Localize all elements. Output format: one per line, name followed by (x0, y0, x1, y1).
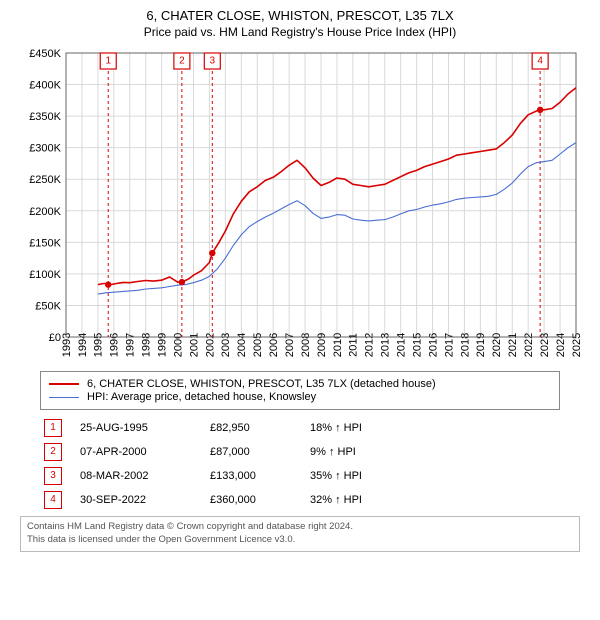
svg-text:2019: 2019 (475, 333, 487, 357)
legend: 6, CHATER CLOSE, WHISTON, PRESCOT, L35 7… (40, 371, 560, 410)
events-table: 1 25-AUG-1995£82,95018% ↑ HPI 2 07-APR-2000… (40, 416, 560, 512)
svg-text:1997: 1997 (125, 333, 137, 357)
svg-text:2000: 2000 (172, 333, 184, 357)
svg-text:3: 3 (210, 56, 216, 67)
svg-text:1994: 1994 (77, 333, 89, 357)
svg-text:2005: 2005 (252, 333, 264, 357)
svg-text:1: 1 (105, 56, 111, 67)
event-number-box: 4 (44, 491, 62, 509)
event-row: 2 07-APR-2000£87,0009% ↑ HPI (40, 440, 560, 464)
svg-text:2001: 2001 (188, 333, 200, 357)
legend-row: 6, CHATER CLOSE, WHISTON, PRESCOT, L35 7… (49, 378, 551, 390)
event-row: 4 30-SEP-2022£360,00032% ↑ HPI (40, 488, 560, 512)
svg-text:£150K: £150K (29, 237, 61, 249)
legend-swatch (49, 397, 79, 398)
event-pct: 32% ↑ HPI (310, 494, 430, 506)
svg-text:2004: 2004 (236, 333, 248, 357)
event-row: 1 25-AUG-1995£82,95018% ↑ HPI (40, 416, 560, 440)
event-date: 25-AUG-1995 (80, 422, 210, 434)
event-row: 3 08-MAR-2002£133,00035% ↑ HPI (40, 464, 560, 488)
title-line-2: Price paid vs. HM Land Registry's House … (10, 25, 590, 39)
svg-text:1999: 1999 (156, 333, 168, 357)
svg-text:2020: 2020 (491, 333, 503, 357)
event-price: £133,000 (210, 470, 310, 482)
svg-text:£400K: £400K (29, 80, 61, 92)
svg-text:2024: 2024 (555, 333, 567, 357)
svg-text:£0: £0 (49, 332, 61, 344)
legend-swatch (49, 383, 79, 385)
svg-text:£200K: £200K (29, 206, 61, 218)
event-date: 08-MAR-2002 (80, 470, 210, 482)
svg-text:1998: 1998 (141, 333, 153, 357)
footer-line-2: This data is licensed under the Open Gov… (27, 534, 573, 547)
svg-text:2025: 2025 (571, 333, 580, 357)
svg-text:2: 2 (179, 56, 185, 67)
svg-text:£50K: £50K (35, 300, 61, 312)
svg-text:£100K: £100K (29, 269, 61, 281)
svg-text:2014: 2014 (396, 333, 408, 357)
svg-text:2017: 2017 (443, 333, 455, 357)
title-line-1: 6, CHATER CLOSE, WHISTON, PRESCOT, L35 7… (10, 8, 590, 23)
event-date: 30-SEP-2022 (80, 494, 210, 506)
event-pct: 9% ↑ HPI (310, 446, 430, 458)
footer-line-1: Contains HM Land Registry data © Crown c… (27, 521, 573, 534)
svg-text:2016: 2016 (427, 333, 439, 357)
svg-text:4: 4 (537, 56, 543, 67)
svg-text:2002: 2002 (204, 333, 216, 357)
svg-text:2003: 2003 (220, 333, 232, 357)
svg-text:2008: 2008 (300, 333, 312, 357)
legend-label: HPI: Average price, detached house, Know… (87, 391, 316, 403)
svg-text:2006: 2006 (268, 333, 280, 357)
svg-text:2021: 2021 (507, 333, 519, 357)
chart-container: 6, CHATER CLOSE, WHISTON, PRESCOT, L35 7… (0, 0, 600, 558)
svg-text:1993: 1993 (61, 333, 73, 357)
svg-text:£350K: £350K (29, 111, 61, 123)
svg-text:£450K: £450K (29, 48, 61, 60)
event-price: £87,000 (210, 446, 310, 458)
event-pct: 18% ↑ HPI (310, 422, 430, 434)
chart-svg: £0 £50K £100K £150K £200K £250K £300K £350K £400… (20, 45, 580, 365)
footer-attribution: Contains HM Land Registry data © Crown c… (20, 516, 580, 552)
chart-area: £0 £50K £100K £150K £200K £250K £300K £350K £400… (20, 45, 580, 365)
event-number-box: 1 (44, 419, 62, 437)
svg-text:2023: 2023 (539, 333, 551, 357)
svg-text:2012: 2012 (364, 333, 376, 357)
svg-text:£300K: £300K (29, 143, 61, 155)
legend-row: HPI: Average price, detached house, Know… (49, 391, 551, 403)
event-pct: 35% ↑ HPI (310, 470, 430, 482)
svg-text:1995: 1995 (93, 333, 105, 357)
svg-text:2009: 2009 (316, 333, 328, 357)
svg-text:2022: 2022 (523, 333, 535, 357)
legend-label: 6, CHATER CLOSE, WHISTON, PRESCOT, L35 7… (87, 378, 436, 390)
event-number-box: 3 (44, 467, 62, 485)
svg-text:2015: 2015 (411, 333, 423, 357)
svg-text:2018: 2018 (459, 333, 471, 357)
event-price: £360,000 (210, 494, 310, 506)
svg-text:2013: 2013 (380, 333, 392, 357)
titles: 6, CHATER CLOSE, WHISTON, PRESCOT, L35 7… (10, 8, 590, 39)
svg-text:2007: 2007 (284, 333, 296, 357)
event-price: £82,950 (210, 422, 310, 434)
svg-text:2010: 2010 (332, 333, 344, 357)
svg-text:1996: 1996 (109, 333, 121, 357)
event-date: 07-APR-2000 (80, 446, 210, 458)
svg-text:£250K: £250K (29, 174, 61, 186)
event-number-box: 2 (44, 443, 62, 461)
